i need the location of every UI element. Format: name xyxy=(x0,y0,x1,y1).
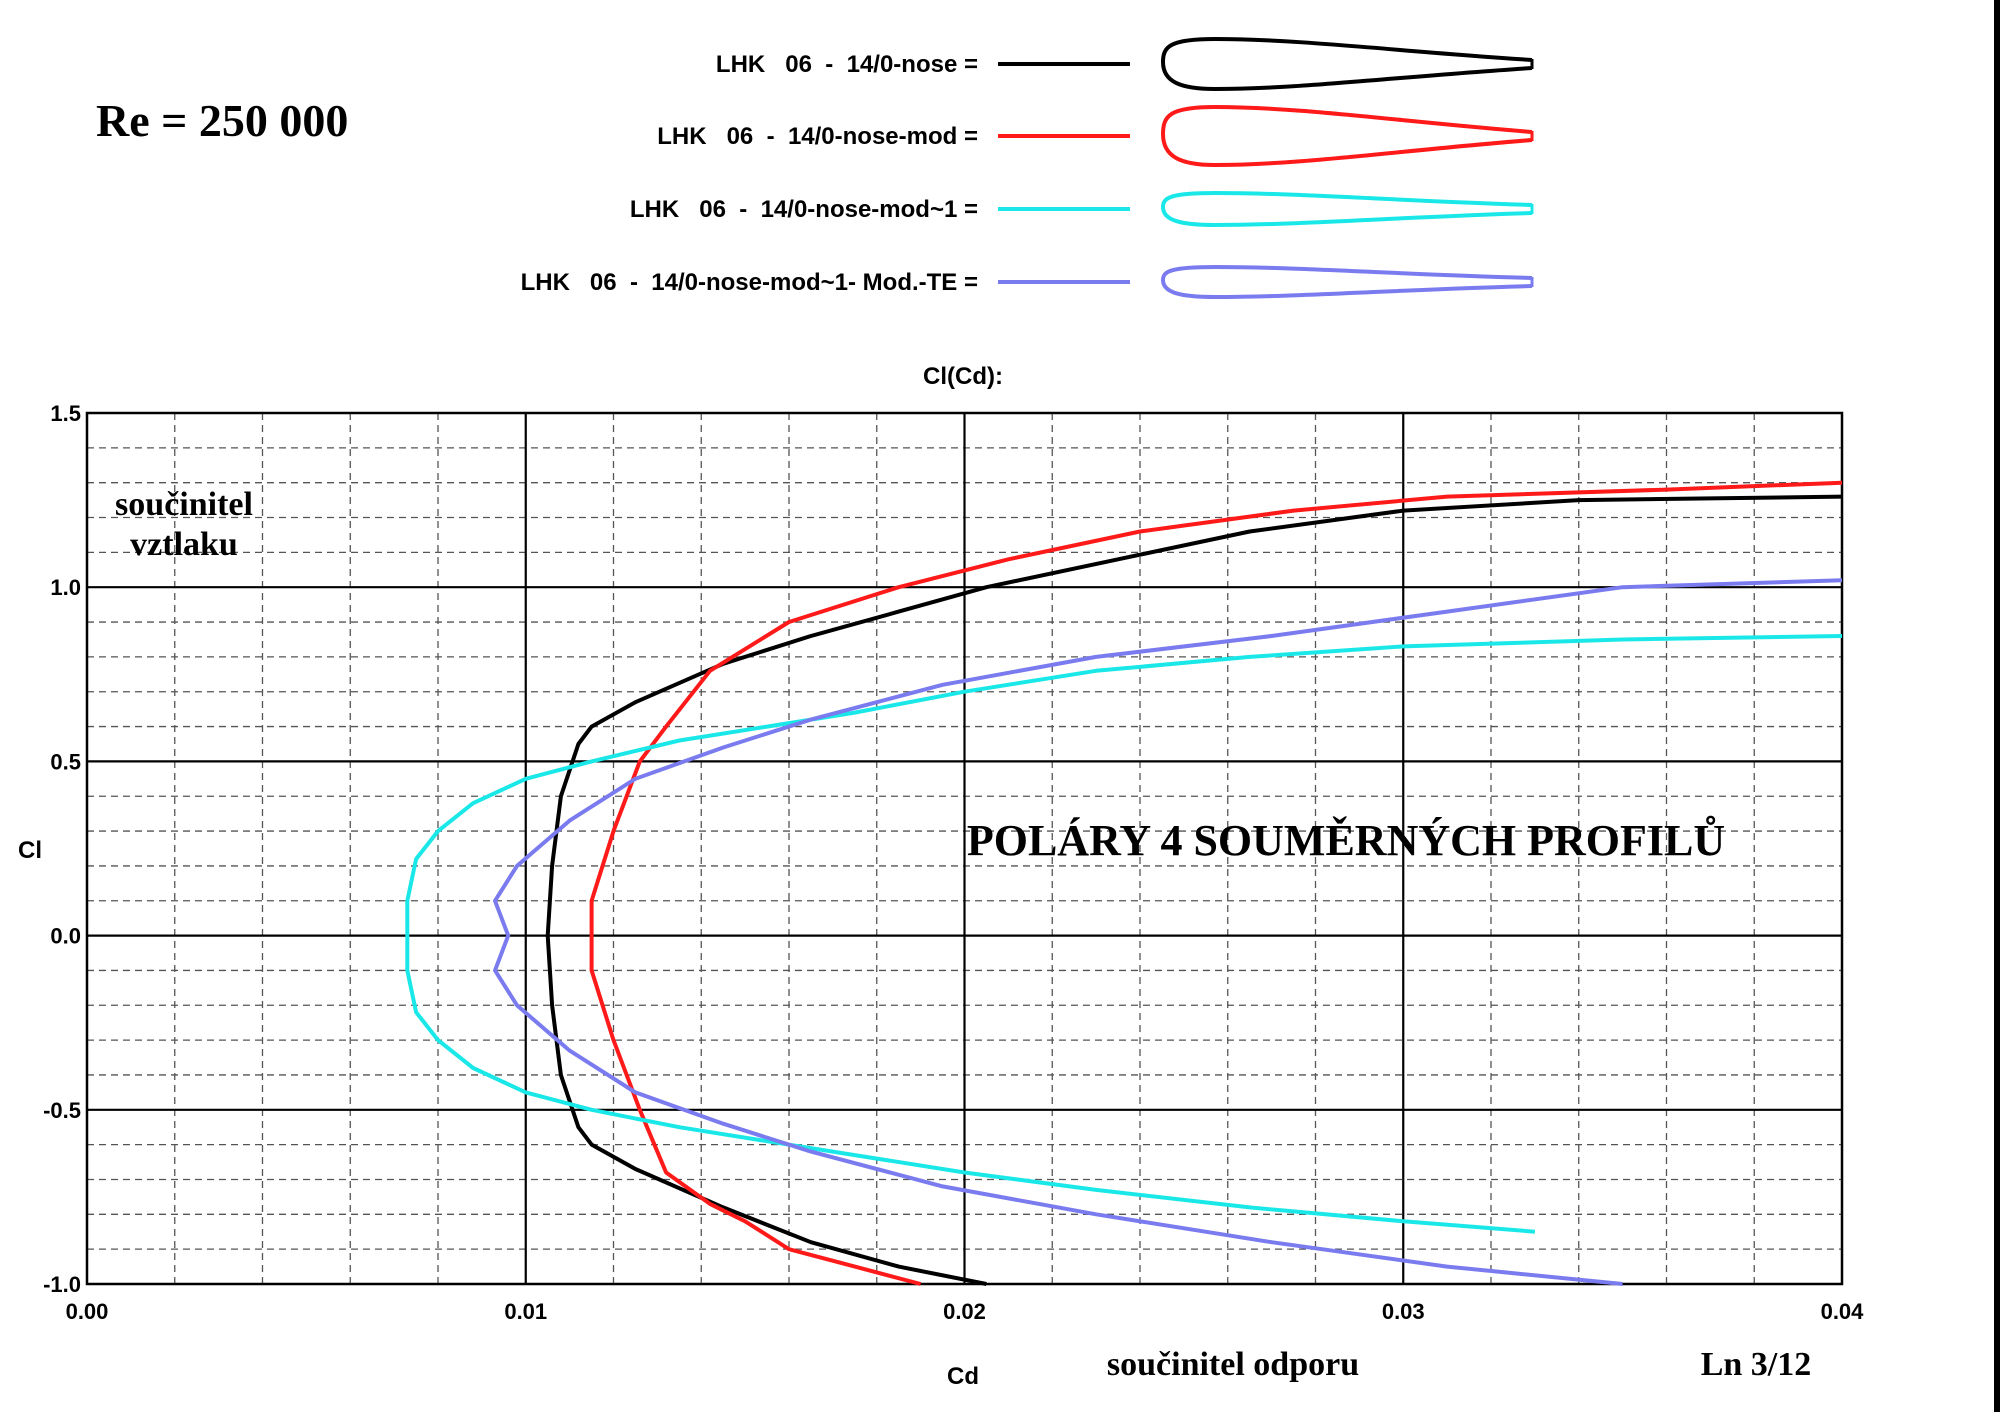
legend-label-2: LHK 06 - 14/0-nose-mod = xyxy=(657,123,978,150)
y-tick-label: 0.5 xyxy=(50,749,81,774)
y-axis-label: Cl xyxy=(18,837,42,864)
legend-label-1: LHK 06 - 14/0-nose = xyxy=(715,51,978,78)
x-axis-label: Cd xyxy=(947,1363,979,1390)
airfoil-profiles xyxy=(1160,36,1534,300)
y-tick-label: -1.0 xyxy=(43,1272,81,1297)
page-edge-bar xyxy=(1994,0,2000,1412)
legend-label-3: LHK 06 - 14/0-nose-mod~1 = xyxy=(629,196,978,223)
airfoil-profile-1 xyxy=(1160,36,1533,92)
series-line-2 xyxy=(589,480,1843,1286)
y-tick-label: 1.5 xyxy=(50,401,81,426)
chart-curves xyxy=(405,480,1843,1286)
x-tick-label: 0.01 xyxy=(504,1299,547,1324)
x-tick-label: 0.03 xyxy=(1382,1299,1425,1324)
legend-label-4: LHK 06 - 14/0-nose-mod~1- Mod.-TE = xyxy=(520,269,978,296)
y-tick-label: 1.0 xyxy=(50,575,81,600)
y-tick-label: 0.0 xyxy=(50,924,81,949)
chart-grid xyxy=(85,411,1844,1286)
x-axis-description: součinitel odporu xyxy=(1107,1346,1359,1383)
x-tick-label: 0.04 xyxy=(1821,1299,1865,1324)
y-axis-description-line: součinitel xyxy=(115,486,253,523)
series-line-4 xyxy=(493,578,1843,1286)
series-line-3 xyxy=(405,634,1843,1234)
airfoil-profile-4 xyxy=(1160,264,1533,300)
x-tick-label: 0.02 xyxy=(943,1299,986,1324)
airfoil-profile-2 xyxy=(1160,104,1533,168)
page-reference: Ln 3/12 xyxy=(1701,1346,1812,1383)
series-line-1 xyxy=(545,494,1843,1286)
plot-frame xyxy=(85,411,1844,1286)
legend-swatches xyxy=(998,62,1130,284)
airfoil-profile-3 xyxy=(1160,190,1533,228)
reynolds-label: Re = 250 000 xyxy=(96,95,349,146)
y-axis-description-line: vztlaku xyxy=(130,526,238,563)
chart-title: Cl(Cd): xyxy=(923,363,1003,390)
chart-ticks: 0.00 0.01 0.02 0.03 0.04 1.5 1.0 0.5 0.0 -0.5 -1.0 xyxy=(43,401,1864,1324)
y-tick-label: -0.5 xyxy=(43,1098,81,1123)
chart-main-annotation: POLÁRY 4 SOUMĚRNÝCH PROFILŮ xyxy=(967,815,1725,865)
x-tick-label: 0.00 xyxy=(66,1299,109,1324)
